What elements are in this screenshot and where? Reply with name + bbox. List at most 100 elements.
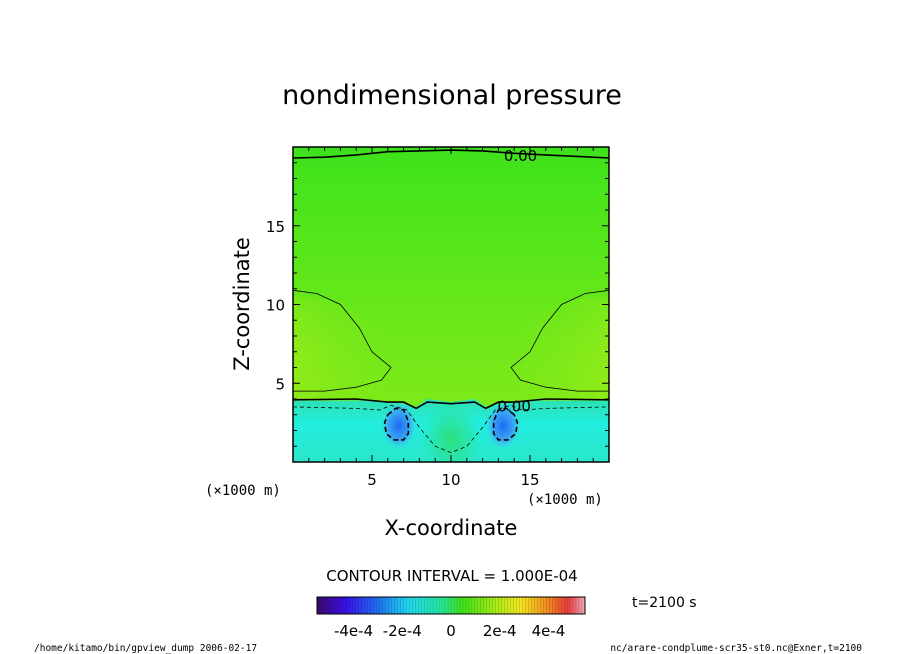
colorbar-cell xyxy=(486,597,491,614)
colorbar-cell xyxy=(334,597,339,614)
colorbar-cell xyxy=(337,597,342,614)
colorbar-cell xyxy=(570,597,574,614)
contour-neg-2-left xyxy=(383,407,410,441)
footer-right: nc/arare-condplume-scr35-st0.nc@Exner,t=… xyxy=(610,643,862,654)
colorbar-cell xyxy=(379,597,383,614)
colorbar-tick-label-4: 4e-4 xyxy=(532,622,566,640)
colorbar-tick-label-3: 2e-4 xyxy=(483,622,517,640)
colorbar-cell xyxy=(394,597,398,614)
colorbar-cell xyxy=(403,597,407,614)
colorbar-cell xyxy=(528,597,532,614)
colorbar-cell xyxy=(430,597,434,614)
colorbar-cell xyxy=(376,597,380,614)
axes: 5 10 15 5 10 15 xyxy=(266,147,609,489)
colorbar-cell xyxy=(364,597,368,614)
contour-label-1: 0.00 xyxy=(497,397,530,415)
colorbar-cell xyxy=(513,597,517,614)
y-tick-label-10: 10 xyxy=(266,297,285,315)
colorbar-cell xyxy=(537,597,541,614)
colorbar-cell xyxy=(400,597,404,614)
colorbar-cell xyxy=(415,597,419,614)
y-tick-label-15: 15 xyxy=(266,218,285,236)
chart-title: nondimensional pressure xyxy=(282,80,622,111)
colorbar-cell xyxy=(567,597,571,614)
colorbar-cell xyxy=(489,597,493,614)
colorbar-cell xyxy=(504,597,508,614)
colorbar-cell xyxy=(409,597,413,614)
colorbar-cell xyxy=(427,597,431,614)
field-low-left xyxy=(380,401,417,450)
colorbar-cell xyxy=(495,597,499,614)
colorbar-cell xyxy=(483,597,488,614)
colorbar-tick-label-1: -2e-4 xyxy=(383,622,422,640)
x-unit-label: (×1000 m) xyxy=(527,492,603,508)
contour-label-0: 0.00 xyxy=(504,147,537,165)
colorbar-cell xyxy=(397,597,401,614)
colorbar-cell xyxy=(349,597,354,614)
colorbar-cell xyxy=(388,597,392,614)
colorbar-cell xyxy=(462,597,467,614)
colorbar-cell xyxy=(317,597,321,614)
colorbar-cell xyxy=(325,597,330,614)
colorbar-cell xyxy=(406,597,410,614)
colorbar-cell xyxy=(433,597,437,614)
x-tick-label-5: 5 xyxy=(367,471,377,489)
y-tick-label-5: 5 xyxy=(275,375,285,393)
colorbar-cell xyxy=(382,597,386,614)
colorbar-cell xyxy=(439,597,443,614)
colorbar-cell xyxy=(361,597,365,614)
colorbar-cell xyxy=(319,597,324,614)
colorbar-cell xyxy=(385,597,389,614)
x-axis-label: X-coordinate xyxy=(385,516,518,540)
colorbar-cell xyxy=(543,597,547,614)
colorbar-cell xyxy=(552,597,556,614)
colorbar-cell xyxy=(442,597,446,614)
plot-area: 0.00 0.00 xyxy=(293,147,609,462)
colorbar-cell xyxy=(573,597,577,614)
colorbar-cell xyxy=(576,597,580,614)
colorbar-cell xyxy=(421,597,425,614)
contour-neg-1 xyxy=(293,404,609,454)
contour-neg-2-right xyxy=(492,407,519,441)
contour-pos-right xyxy=(510,289,609,392)
colorbar-tick-label-0: -4e-4 xyxy=(334,622,373,640)
contour-pos-left xyxy=(293,289,392,392)
colorbar-cell xyxy=(492,597,496,614)
colorbar-cell xyxy=(436,597,440,614)
colorbar-cell xyxy=(468,597,473,614)
colorbar-cell xyxy=(459,597,464,614)
colorbar-cell xyxy=(480,597,485,614)
colorbar-cell xyxy=(322,597,327,614)
colorbar-cell xyxy=(531,597,535,614)
colorbar-cell xyxy=(367,597,371,614)
colorbar-cell xyxy=(424,597,428,614)
field-center xyxy=(421,403,481,462)
colorbar-frame xyxy=(316,596,586,615)
y-axis-label: Z-coordinate xyxy=(230,237,254,371)
colorbar-cell xyxy=(582,597,586,614)
colorbar-cell xyxy=(340,597,345,614)
colorbar-cell xyxy=(579,597,583,614)
colorbar-cell xyxy=(331,597,336,614)
colorbar: -4e-4 -2e-4 0 2e-4 4e-4 xyxy=(316,596,586,640)
colorbar-cell xyxy=(540,597,544,614)
colorbar-cell xyxy=(412,597,416,614)
colorbar-cell xyxy=(549,597,553,614)
colorbar-cell xyxy=(516,597,520,614)
time-label: t=2100 s xyxy=(632,595,697,611)
colorbar-cell xyxy=(477,597,482,614)
colorbar-cell xyxy=(445,597,449,614)
y-unit-label: (×1000 m) xyxy=(205,483,281,499)
colorbar-cell xyxy=(346,597,351,614)
colorbar-cell xyxy=(370,597,374,614)
x-tick-label-10: 10 xyxy=(441,471,460,489)
colorbar-cell xyxy=(373,597,377,614)
colorbar-cell xyxy=(519,597,523,614)
colorbar-tick-label-2: 0 xyxy=(446,622,456,640)
colorbar-cell xyxy=(498,597,502,614)
colorbar-cell xyxy=(522,597,526,614)
colorbar-cell xyxy=(456,597,461,614)
colorbar-cell xyxy=(564,597,568,614)
colorbar-cell xyxy=(352,597,357,614)
